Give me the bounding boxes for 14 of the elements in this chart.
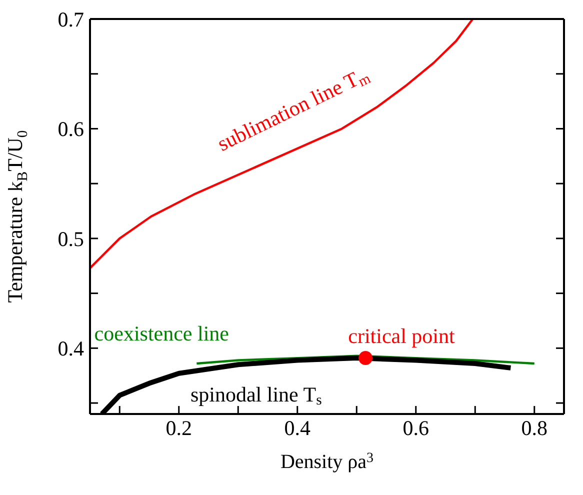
x-tick-label: 0.4 xyxy=(284,416,311,440)
series-label: critical point xyxy=(348,324,456,348)
line-series xyxy=(90,19,474,270)
x-axis-title: Density ρa$^{3}$ xyxy=(280,451,374,473)
y-tick-label: 0.7 xyxy=(58,7,84,32)
y-tick-label: 0.5 xyxy=(58,226,84,251)
series-label: spinodal line T$_{s}$ xyxy=(190,382,322,408)
line-series xyxy=(196,354,536,365)
x-tick-label: 0.2 xyxy=(166,416,192,440)
y-tick-label: 0.6 xyxy=(58,117,84,142)
series-label: coexistence line xyxy=(94,321,229,346)
x-tick-label: 0.6 xyxy=(402,416,429,440)
x-tick-label: 0.8 xyxy=(521,416,548,440)
y-tick-label: 0.4 xyxy=(58,336,84,361)
